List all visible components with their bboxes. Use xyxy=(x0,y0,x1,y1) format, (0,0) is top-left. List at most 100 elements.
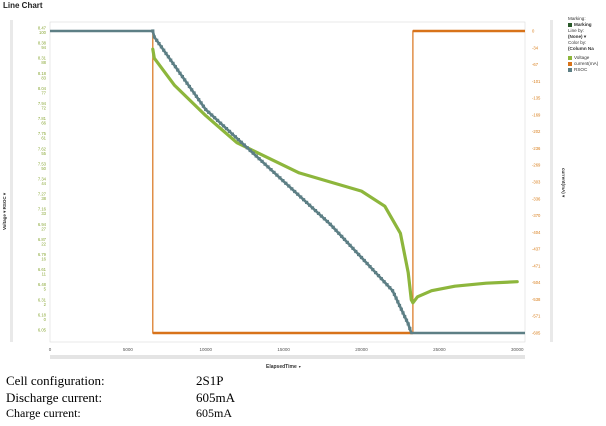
info-value: 2S1P xyxy=(196,373,224,388)
color-by-title: Color by: xyxy=(568,40,587,45)
rsoc-point xyxy=(391,289,395,293)
y-tick-label-rsoc: 33 xyxy=(41,211,46,216)
rsoc-point xyxy=(221,124,226,128)
y-tick-label-voltage: 7.16 xyxy=(38,207,47,212)
rsoc-point xyxy=(275,173,279,177)
right-axis-scrollbar xyxy=(550,20,553,342)
y-tick-label-rsoc: 16 xyxy=(41,257,46,262)
y-tick-label-current: -303 xyxy=(532,180,541,185)
y-tick-label-current: -471 xyxy=(532,263,541,268)
rsoc-point xyxy=(190,88,194,92)
rsoc-point xyxy=(224,127,229,131)
marking-swatch-icon xyxy=(568,23,572,27)
rsoc-point xyxy=(272,170,276,174)
x-tick-label: 10000 xyxy=(199,347,212,352)
rsoc-point xyxy=(359,255,364,260)
y-tick-label-rsoc: 38 xyxy=(41,196,46,201)
rsoc-point xyxy=(239,140,243,144)
rsoc-point xyxy=(302,198,306,202)
rsoc-point xyxy=(408,326,412,331)
rsoc-point xyxy=(342,237,347,241)
rsoc-point xyxy=(213,116,217,120)
y-tick-label-voltage: 8.47 xyxy=(38,26,47,31)
legend-item-voltage[interactable]: Voltage xyxy=(568,55,606,61)
right-axis-label[interactable]: current(mA) ▾ xyxy=(561,168,566,198)
rsoc-point xyxy=(159,45,163,49)
rsoc-point xyxy=(254,154,258,158)
y-tick-label-current: -336 xyxy=(532,196,541,201)
y-tick-label-rsoc: 66 xyxy=(41,121,46,126)
color-by-select[interactable]: (Column Na xyxy=(568,46,594,51)
line-by-select[interactable]: (None) ▾ xyxy=(568,34,587,39)
voltage-swatch-icon xyxy=(568,56,572,60)
rsoc-point xyxy=(365,261,369,266)
y-tick-label-current: -504 xyxy=(532,280,541,285)
rsoc-point xyxy=(260,159,264,163)
rsoc-point xyxy=(379,277,383,281)
y-tick-label-voltage: 6.05 xyxy=(38,328,47,333)
rsoc-point xyxy=(269,168,273,172)
rsoc-point xyxy=(207,110,211,114)
y-tick-label-rsoc: 11 xyxy=(42,272,47,277)
rsoc-point xyxy=(325,219,329,224)
y-tick-label-voltage: 8.18 xyxy=(38,71,47,76)
rsoc-point xyxy=(155,38,159,42)
x-tick-label: 0 xyxy=(49,347,52,352)
series-line-voltage xyxy=(151,47,519,305)
x-tick-label: 25000 xyxy=(433,347,446,352)
y-tick-label-rsoc: 55 xyxy=(41,151,46,156)
legend-item-rsoc[interactable]: RSOC xyxy=(568,67,606,73)
rsoc-point xyxy=(236,138,240,142)
rsoc-point xyxy=(376,274,381,278)
left-axis-scrollbar xyxy=(10,20,13,342)
rsoc-point xyxy=(345,240,349,244)
x-axis-label[interactable]: ElapsedTime ▾ xyxy=(266,364,301,370)
y-tick-label-voltage: 6.94 xyxy=(38,222,47,227)
info-row-cell-config: Cell configuration: 2S1P xyxy=(6,373,223,389)
y-tick-label-current: -202 xyxy=(532,129,541,134)
rsoc-point xyxy=(296,192,300,196)
rsoc-point xyxy=(162,48,166,52)
rsoc-point xyxy=(166,55,170,59)
rsoc-point xyxy=(216,118,220,122)
marking-value[interactable]: Marking xyxy=(568,22,606,28)
legend-item-current[interactable]: current(mA) xyxy=(568,61,606,67)
rsoc-point xyxy=(397,303,402,308)
rsoc-point xyxy=(192,91,196,95)
rsoc-point xyxy=(396,300,400,304)
chevron-down-icon[interactable]: ▾ xyxy=(298,364,301,369)
rsoc-point xyxy=(293,189,297,194)
plot-area xyxy=(49,21,526,343)
rsoc-point xyxy=(183,78,187,82)
left-axis-label[interactable]: Voltage ▾ RSOC ▾ xyxy=(2,192,7,230)
x-axis-scrollbar xyxy=(50,355,525,359)
rsoc-point xyxy=(251,151,255,155)
rsoc-point xyxy=(305,200,309,204)
rsoc-point xyxy=(157,42,161,46)
rsoc-point xyxy=(348,243,352,247)
x-axis-label-text: ElapsedTime xyxy=(266,364,297,370)
rsoc-point xyxy=(201,104,205,108)
rsoc-point xyxy=(371,268,375,272)
legend-panel: Marking: Marking Line by: (None) ▾ Color… xyxy=(568,16,606,73)
y-tick-label-rsoc: 77 xyxy=(41,90,46,95)
info-label: Charge current: xyxy=(6,406,81,420)
x-tick-label: 30000 xyxy=(511,347,524,352)
rsoc-point xyxy=(263,162,267,166)
rsoc-point xyxy=(401,311,405,315)
y-tick-label-voltage: 6.61 xyxy=(38,267,47,272)
y-tick-label-rsoc: 2 xyxy=(44,302,47,307)
rsoc-point xyxy=(194,94,198,98)
rsoc-point xyxy=(151,29,155,33)
y-tick-label-voltage: 7.34 xyxy=(38,177,47,182)
rsoc-point xyxy=(290,187,294,191)
x-tick-label: 20000 xyxy=(355,347,368,352)
rsoc-point xyxy=(230,132,234,136)
rsoc-point xyxy=(187,84,191,89)
rsoc-point xyxy=(337,231,341,235)
rsoc-point xyxy=(357,252,361,257)
y-tick-label-current: -571 xyxy=(532,314,541,319)
info-value: 605mA xyxy=(196,406,232,420)
y-tick-label-current: 0 xyxy=(532,29,535,34)
rsoc-point xyxy=(382,280,386,284)
